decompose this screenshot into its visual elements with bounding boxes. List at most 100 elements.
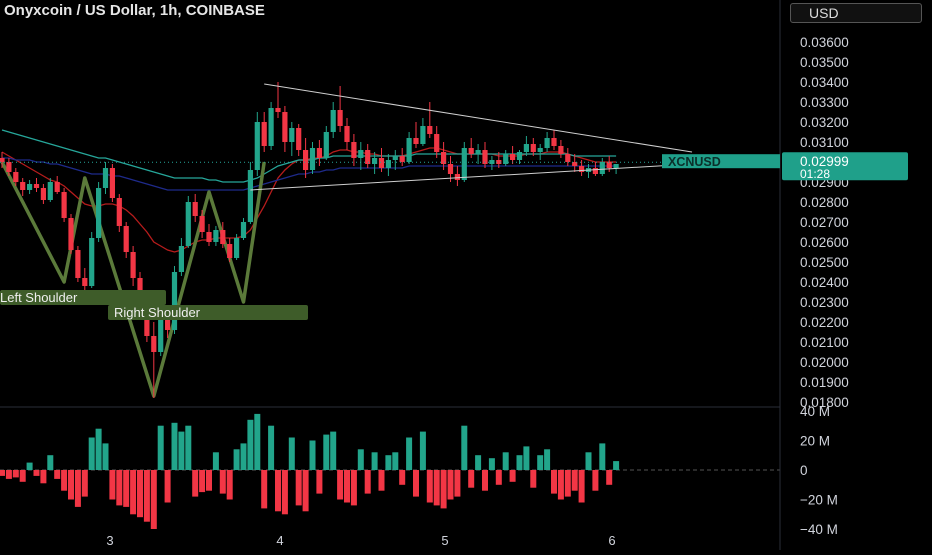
volume-bar xyxy=(40,470,47,484)
volume-bar xyxy=(171,422,178,470)
candle-body xyxy=(337,110,343,126)
volume-bar xyxy=(447,470,454,500)
candle-body xyxy=(185,202,191,246)
volume-tick-label: 20 M xyxy=(800,434,830,449)
candle-body xyxy=(20,182,26,190)
candle-body xyxy=(151,336,157,352)
symbol-tag-label: XCNUSD xyxy=(668,155,721,169)
volume-bar xyxy=(475,455,482,470)
candle xyxy=(544,132,550,152)
candle xyxy=(27,180,33,194)
candle xyxy=(489,156,495,170)
volume-bar xyxy=(495,470,502,485)
candle-body xyxy=(13,172,19,182)
candle xyxy=(503,150,509,166)
volume-bar xyxy=(357,449,364,470)
candle-body xyxy=(192,202,198,216)
volume-bar xyxy=(74,470,81,507)
volume-bar xyxy=(226,470,233,500)
volume-bar xyxy=(399,470,406,485)
left-shoulder-label-box xyxy=(0,290,166,305)
candle xyxy=(192,194,198,222)
volume-bar xyxy=(157,425,164,470)
time-tick-label: 5 xyxy=(441,533,448,548)
candle-body xyxy=(606,162,612,168)
candle xyxy=(282,106,288,152)
volume-bar xyxy=(281,470,288,515)
volume-tick-label: 0 xyxy=(800,463,808,478)
volume-bar xyxy=(454,470,461,497)
volume-bar xyxy=(316,470,323,494)
candle-body xyxy=(579,166,585,172)
volume-bar xyxy=(61,470,68,491)
candle-body xyxy=(454,174,460,180)
candle xyxy=(330,102,336,138)
candle xyxy=(68,214,74,254)
candle-body xyxy=(441,152,447,164)
volume-bar xyxy=(212,452,219,470)
candle-body xyxy=(399,156,405,162)
volume-bar xyxy=(309,440,316,470)
price-tick-label: 0.03500 xyxy=(800,55,849,70)
candle-body xyxy=(178,246,184,272)
volume-bar xyxy=(523,446,530,470)
volume-bar xyxy=(551,470,557,494)
candle xyxy=(351,134,357,166)
candle xyxy=(96,182,102,242)
volume-bar xyxy=(371,452,378,470)
volume-bar xyxy=(178,431,185,470)
volume-bar xyxy=(164,470,171,503)
volume-bar xyxy=(302,470,309,512)
candle xyxy=(213,226,219,246)
volume-bar xyxy=(509,470,516,482)
volume-bar xyxy=(578,470,585,503)
volume-bar xyxy=(419,431,426,470)
volume-bar xyxy=(413,470,419,497)
candle-body xyxy=(330,110,336,132)
candle-body xyxy=(309,148,316,170)
volume-bar xyxy=(461,425,468,470)
candle-body xyxy=(447,164,454,174)
candle-body xyxy=(199,216,205,232)
candle-body xyxy=(116,198,122,226)
candle xyxy=(372,152,378,174)
currency-selector[interactable]: USD xyxy=(790,3,922,23)
price-tick-label: 0.03100 xyxy=(800,135,849,150)
price-tag-countdown: 01:28 xyxy=(800,167,830,181)
volume-bar xyxy=(240,443,247,470)
candle-body xyxy=(289,128,295,142)
candle xyxy=(510,146,516,164)
candle xyxy=(268,102,274,150)
candle xyxy=(613,164,619,174)
volume-bar xyxy=(143,470,150,522)
candle xyxy=(378,148,385,172)
volume-bar xyxy=(295,470,302,506)
candle-body xyxy=(351,142,357,158)
volume-bar xyxy=(102,443,109,470)
candle-body xyxy=(296,128,302,150)
candle xyxy=(6,158,12,176)
candle xyxy=(234,234,240,260)
candle-body xyxy=(523,144,529,152)
candle xyxy=(537,144,543,160)
candle xyxy=(61,188,67,222)
price-tick-label: 0.02700 xyxy=(800,215,849,230)
candle-body xyxy=(144,306,150,336)
candle-body xyxy=(261,122,267,146)
time-tick-label: 4 xyxy=(276,533,283,548)
candle xyxy=(516,150,523,164)
candle-body xyxy=(392,156,398,160)
price-tag-box xyxy=(782,152,908,181)
price-tick-label: 0.02800 xyxy=(800,195,849,210)
candle xyxy=(447,156,454,182)
candle-body xyxy=(158,312,164,352)
volume-bar xyxy=(268,425,275,470)
volume-bar xyxy=(109,470,116,500)
candle-body xyxy=(599,162,605,174)
candle-body xyxy=(247,170,253,222)
candle xyxy=(427,102,433,138)
candle xyxy=(240,218,247,240)
volume-bar xyxy=(95,428,102,470)
